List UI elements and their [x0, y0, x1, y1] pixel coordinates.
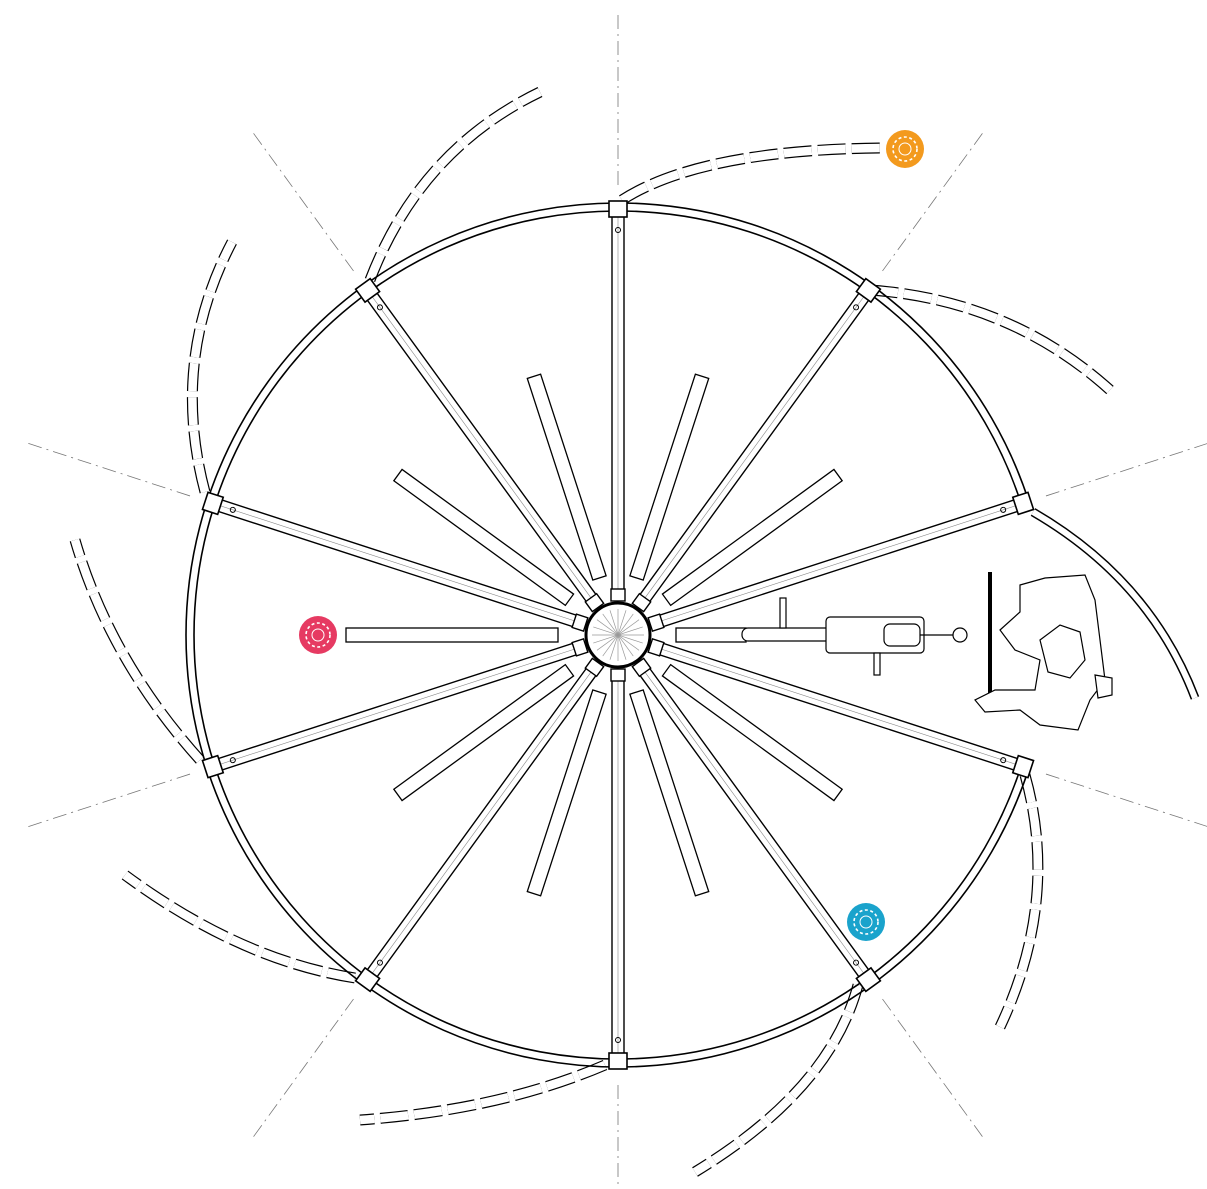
seat — [884, 624, 920, 646]
marker-center — [860, 916, 872, 928]
pedal-bottom — [874, 653, 880, 675]
bar — [346, 628, 558, 642]
knob — [953, 628, 967, 642]
spoke — [609, 201, 627, 601]
joint — [609, 1053, 627, 1069]
marker — [847, 903, 885, 941]
hub-joint — [611, 669, 625, 681]
spoke — [609, 669, 627, 1069]
bar-rect — [346, 628, 558, 642]
pedal-top — [780, 598, 786, 628]
person-shoulder — [1095, 675, 1112, 698]
marker-center — [312, 629, 324, 641]
marker-center — [899, 143, 911, 155]
marker — [886, 130, 924, 168]
floor-plan — [0, 0, 1207, 1189]
joint — [609, 201, 627, 217]
bar — [676, 628, 746, 642]
bar-rect — [676, 628, 746, 642]
marker — [299, 616, 337, 654]
hub-joint — [611, 589, 625, 601]
page: (() => { const data = JSON.parse(documen… — [0, 0, 1207, 1189]
